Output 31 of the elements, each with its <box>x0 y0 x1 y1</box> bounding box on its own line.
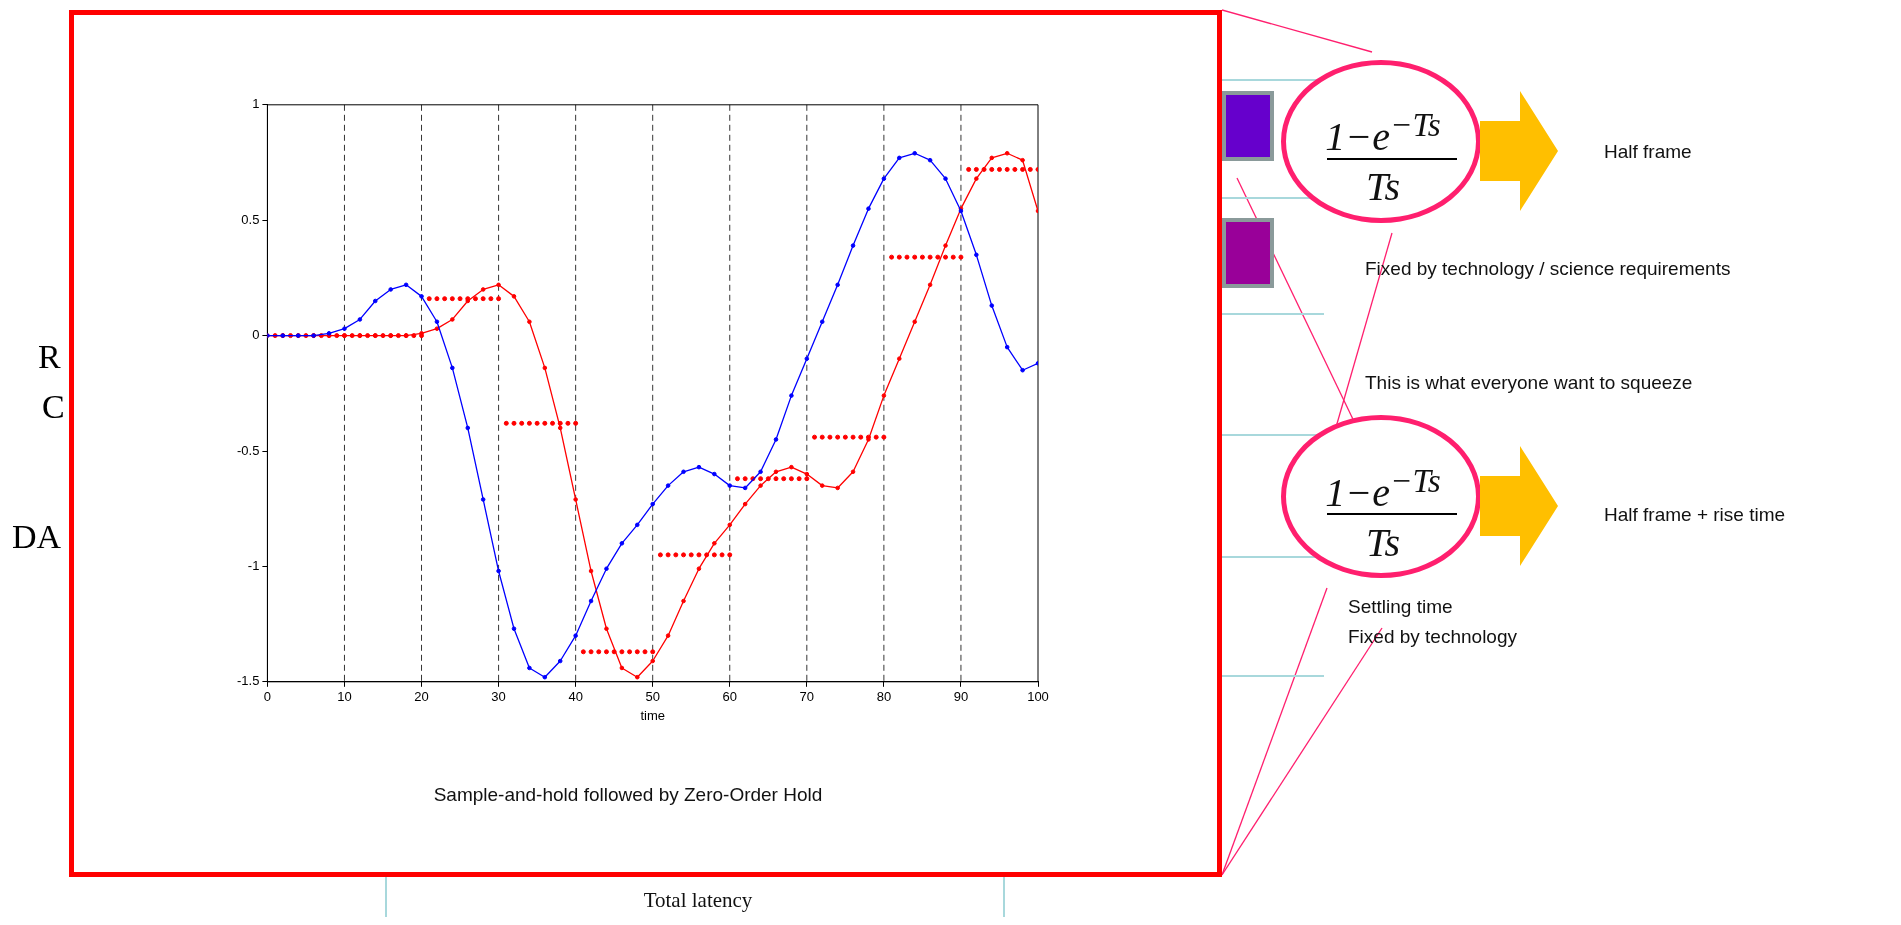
x-axis-title: time <box>640 707 665 723</box>
text: DA <box>12 518 62 556</box>
y-tick-label: -1.5 <box>236 673 260 689</box>
x-tick-label: 20 <box>414 689 429 705</box>
text: 1−e$^{−Ts}$ <box>1324 462 1442 517</box>
text: This is what everyone want to squeeze <box>1365 372 1693 394</box>
y-tick-label: 0 <box>252 327 260 343</box>
x-tick-label: 10 <box>337 689 352 705</box>
x-tick-label: 80 <box>876 689 892 705</box>
x-tick-label: 100 <box>1027 689 1049 705</box>
text: Settling time <box>1348 596 1453 618</box>
y-tick-label: -1 <box>247 557 260 573</box>
y-tick-label: 0.5 <box>241 211 260 227</box>
text: Ts <box>1364 163 1402 210</box>
text: Sample-and-hold followed by Zero-Order Hold <box>432 784 824 806</box>
text: R <box>38 338 61 376</box>
x-tick-label: 40 <box>568 689 583 705</box>
text: Half frame <box>1604 141 1692 163</box>
x-tick-label: 50 <box>645 689 660 705</box>
text: Ts <box>1364 519 1402 566</box>
x-tick-label: 90 <box>953 689 969 705</box>
text: C <box>42 388 65 426</box>
x-tick-label: 30 <box>491 689 506 705</box>
x-tick-label: 70 <box>799 689 815 705</box>
text: 1−e$^{−Ts}$ <box>1324 106 1442 161</box>
x-tick-label: 60 <box>722 689 737 705</box>
text: Total latency <box>642 888 754 913</box>
y-tick-label: -0.5 <box>236 442 260 458</box>
text: Half frame + rise time <box>1604 504 1786 526</box>
x-tick-label: 0 <box>263 689 272 705</box>
y-tick-label: 1 <box>252 96 260 112</box>
